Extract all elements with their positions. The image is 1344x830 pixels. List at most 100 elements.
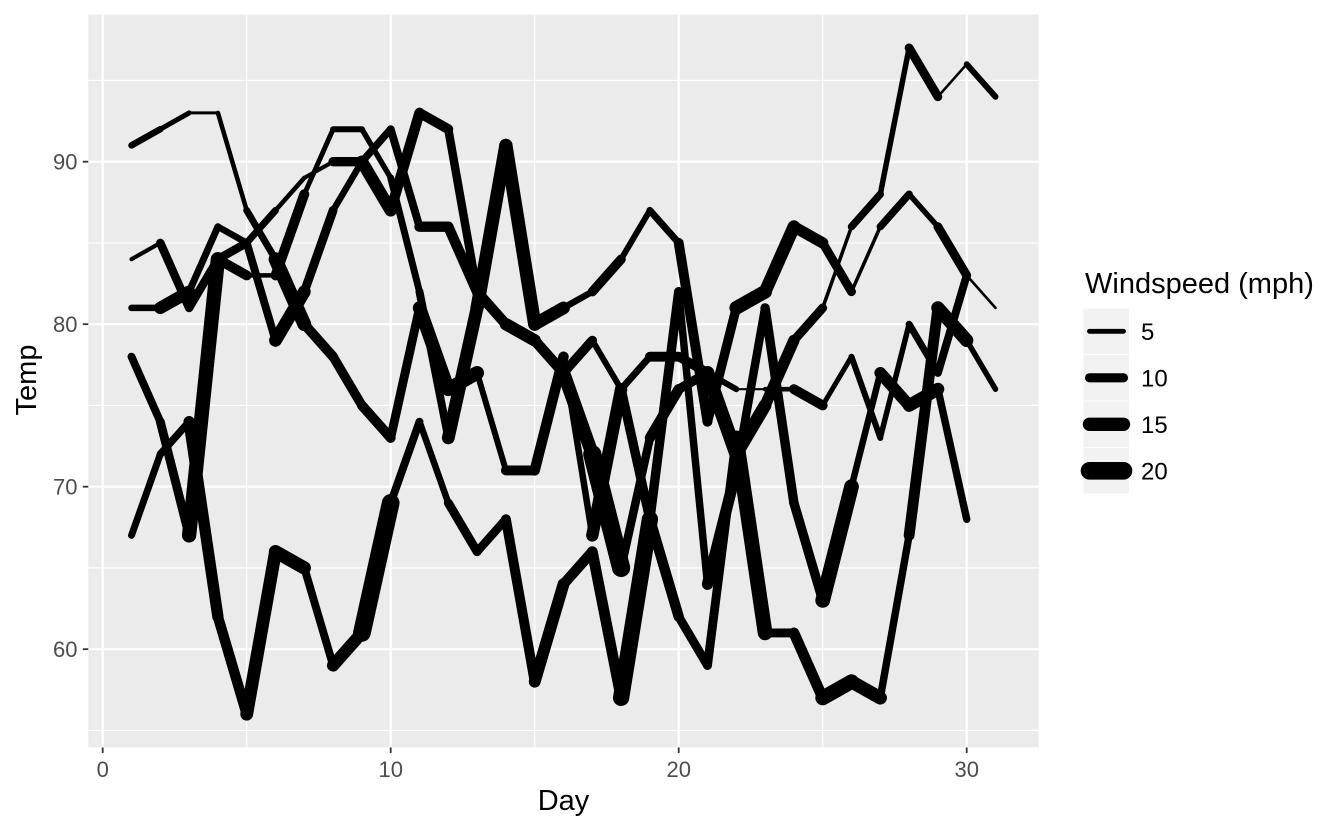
series-month-8-segment	[963, 61, 999, 100]
series-month-8-segment	[847, 190, 885, 231]
series-month-7-segment	[528, 301, 570, 331]
x-tick-label: 20	[666, 757, 690, 782]
series-month-9-segment	[760, 303, 799, 508]
series-month-8-segment	[904, 43, 943, 102]
legend-label: 10	[1141, 365, 1168, 392]
series-month-6-segment	[299, 205, 338, 297]
series-month-9-segment	[474, 369, 509, 474]
y-axis-title: Temp	[11, 345, 43, 416]
series-month-5-segment	[353, 494, 400, 642]
series-month-8-segment	[501, 319, 540, 345]
series-month-9-segment	[299, 319, 339, 362]
series-month-7-segment	[301, 126, 336, 197]
series-month-8-segment	[273, 175, 307, 213]
y-tick-label: 70	[53, 475, 77, 500]
legend-label: 20	[1141, 458, 1168, 485]
series-month-9-segment	[243, 206, 279, 263]
series-month-9-segment	[874, 366, 916, 412]
legend-label: 5	[1141, 319, 1154, 346]
series-month-5-segment	[240, 545, 282, 721]
series-month-9-segment	[128, 125, 164, 149]
series-month-7-segment	[965, 274, 997, 310]
series-month-5-segment	[558, 546, 598, 590]
series-month-9-segment	[157, 110, 192, 132]
series-month-6-segment	[820, 354, 854, 408]
series-month-8-segment	[154, 285, 196, 315]
series-month-9-segment	[412, 301, 455, 396]
series-month-9-segment	[560, 353, 596, 539]
series-month-6-segment	[414, 107, 454, 135]
series-month-5-segment	[612, 511, 659, 707]
series-month-7-segment	[184, 254, 223, 313]
series-month-9-segment	[215, 110, 249, 213]
series-month-9-segment	[732, 303, 770, 475]
series-month-5-segment	[644, 513, 684, 622]
series-month-8-segment	[936, 62, 969, 98]
series-month-8-segment	[789, 303, 828, 345]
series-month-5-segment	[963, 337, 999, 392]
series-month-7-segment	[876, 190, 913, 231]
series-month-5-segment	[472, 514, 511, 556]
series-month-8-segment	[471, 286, 512, 330]
series-month-6-segment	[329, 158, 366, 214]
series-month-7-segment	[758, 220, 801, 299]
series-month-5-segment	[212, 611, 252, 720]
series-month-9-segment	[586, 383, 628, 542]
series-month-7-segment	[646, 206, 683, 247]
series-month-7-segment	[387, 174, 423, 296]
series-month-9-segment	[934, 385, 971, 523]
series-month-8-segment	[386, 125, 424, 231]
series-month-9-segment	[356, 400, 396, 443]
series-month-7-segment	[212, 254, 252, 281]
series-month-8-segment	[589, 337, 625, 393]
series-month-9-segment	[441, 365, 485, 397]
series-month-7-segment	[933, 222, 972, 280]
series-month-6-segment	[788, 384, 828, 411]
series-month-9-segment	[616, 384, 655, 524]
series-month-7-segment	[618, 207, 653, 263]
series-month-8-segment	[617, 353, 654, 393]
series-month-8-segment	[243, 206, 279, 247]
series-month-7-segment	[359, 126, 394, 181]
series-month-8-segment	[700, 365, 744, 462]
series-month-9-segment	[386, 303, 424, 443]
series-month-5-segment	[528, 578, 570, 688]
series-month-9-segment	[645, 286, 684, 524]
series-month-8-segment	[443, 221, 483, 297]
series-month-5-segment	[674, 612, 712, 670]
x-tick-label: 30	[954, 757, 978, 782]
series-month-6-segment	[848, 353, 884, 441]
x-axis-title: Day	[538, 785, 590, 817]
series-month-8-segment	[302, 159, 336, 180]
legend-title: Windspeed (mph)	[1085, 268, 1314, 300]
series-month-5-segment	[386, 417, 424, 507]
series-month-6-segment	[933, 271, 971, 377]
series-month-9-segment	[789, 498, 828, 606]
x-tick-label: 0	[97, 757, 109, 782]
series-month-6-segment	[355, 155, 397, 217]
series-month-9-segment	[328, 351, 367, 411]
series-month-7-segment	[470, 138, 513, 315]
y-tick-label: 60	[53, 637, 77, 662]
series-month-6-segment	[127, 352, 165, 426]
series-month-7-segment	[129, 240, 163, 262]
series-month-6-segment	[181, 252, 226, 543]
series-month-7-segment	[849, 224, 883, 294]
x-tick-label: 10	[378, 757, 402, 782]
series-month-5-segment	[586, 546, 627, 704]
series-month-6-segment	[444, 124, 482, 296]
series-month-9-segment	[529, 351, 569, 476]
series-month-7-segment	[499, 138, 542, 331]
series-month-6-segment	[583, 445, 631, 578]
series-month-6-segment	[905, 320, 942, 377]
y-tick-label: 80	[53, 312, 77, 337]
series-month-5-segment	[844, 675, 887, 705]
series-month-6-segment	[616, 433, 655, 573]
series-month-8-segment	[214, 223, 250, 247]
series-month-7-segment	[560, 288, 596, 312]
series-month-8-segment	[358, 125, 395, 166]
series-month-5-segment	[903, 302, 944, 541]
series-month-8-segment	[759, 334, 800, 412]
series-month-7-segment	[441, 301, 484, 445]
